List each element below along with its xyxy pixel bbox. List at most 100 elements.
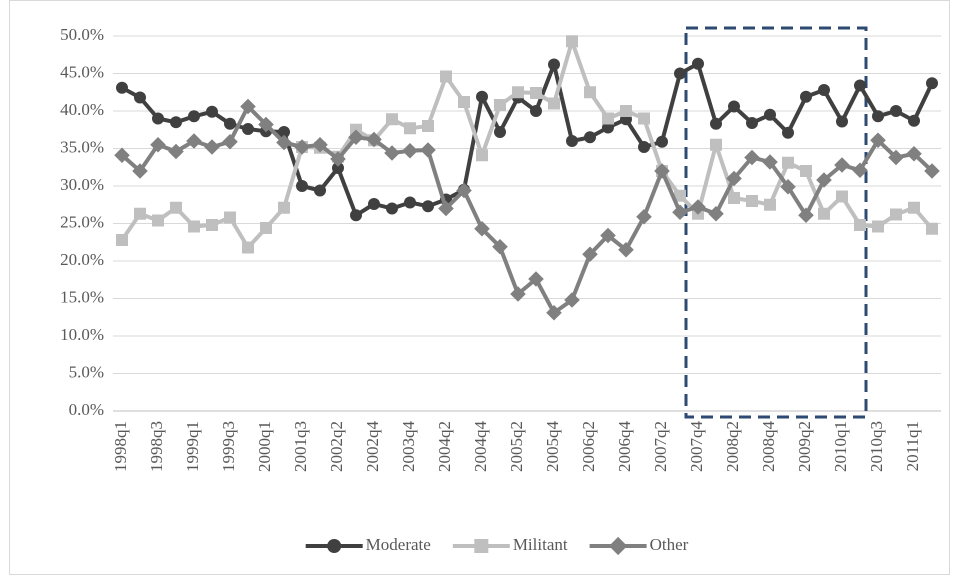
data-point: [402, 142, 418, 159]
data-point: [134, 207, 146, 220]
data-point: [204, 139, 220, 155]
data-point: [242, 123, 254, 135]
data-point: [764, 198, 776, 211]
x-tick-label: 2011q1: [903, 421, 922, 471]
data-point: [188, 110, 200, 123]
data-point: [620, 105, 632, 117]
data-point: [870, 132, 886, 149]
data-point: [800, 165, 812, 177]
data-point: [168, 143, 184, 160]
data-point: [672, 204, 688, 221]
data-point: [674, 189, 686, 202]
data-point: [510, 286, 526, 302]
x-tick-label: 2005q4: [543, 421, 562, 473]
data-point: [818, 207, 830, 220]
legend: Moderate Militant Other: [305, 535, 689, 556]
data-point: [222, 133, 238, 150]
data-point: [404, 122, 416, 135]
data-point: [312, 136, 328, 153]
data-point: [564, 292, 580, 308]
data-point: [816, 172, 832, 188]
data-point: [726, 170, 742, 187]
data-point: [746, 117, 758, 129]
data-point: [134, 91, 146, 104]
data-point: [116, 234, 128, 246]
data-point: [206, 105, 218, 118]
data-point: [404, 196, 416, 209]
y-tick-label: 50.0%: [60, 25, 104, 44]
data-point: [476, 149, 488, 162]
data-point: [908, 201, 920, 214]
data-point: [546, 304, 562, 321]
data-point: [132, 163, 148, 179]
y-tick-label: 35.0%: [60, 137, 104, 156]
data-point: [350, 209, 362, 222]
x-tick-label: 2008q2: [723, 421, 742, 472]
data-point: [584, 131, 596, 144]
data-point: [764, 108, 776, 121]
x-tick-label: 2003q4: [399, 421, 418, 473]
data-point: [888, 149, 904, 166]
x-tick-label: 2004q4: [471, 421, 490, 473]
legend-marker: [327, 539, 342, 553]
data-point: [530, 105, 542, 117]
data-point: [782, 126, 794, 139]
data-point: [422, 120, 434, 132]
data-point: [566, 135, 578, 147]
data-point: [152, 112, 164, 125]
y-tick-label: 5.0%: [69, 362, 104, 381]
data-point: [242, 241, 254, 254]
data-point: [314, 184, 326, 197]
data-point: [170, 116, 182, 129]
y-tick-label: 25.0%: [60, 212, 104, 231]
data-point: [854, 219, 866, 231]
data-point: [798, 207, 814, 224]
data-point: [296, 180, 308, 192]
y-tick-label: 45.0%: [60, 62, 104, 81]
data-point: [528, 271, 544, 287]
data-point: [530, 87, 542, 99]
data-point: [224, 211, 236, 224]
data-point: [186, 133, 202, 149]
data-point: [710, 117, 722, 130]
data-point: [746, 195, 758, 207]
data-point: [852, 162, 868, 179]
x-tick-label: 2000q1: [255, 421, 274, 472]
x-tick-label: 2005q2: [507, 421, 526, 472]
data-point: [638, 112, 650, 125]
data-point: [692, 57, 704, 70]
data-point: [456, 182, 472, 199]
data-point: [872, 220, 884, 233]
data-point: [170, 201, 182, 214]
data-point: [906, 145, 922, 162]
data-point: [728, 100, 740, 113]
data-point: [458, 96, 470, 108]
x-tick-label: 1999q3: [219, 421, 238, 472]
data-point: [584, 86, 596, 99]
data-point: [744, 149, 760, 166]
data-point: [836, 115, 848, 128]
data-point: [386, 113, 398, 126]
data-point: [548, 58, 560, 71]
data-point: [710, 138, 722, 151]
data-point: [330, 151, 346, 167]
data-point: [278, 126, 290, 138]
data-point: [602, 112, 614, 125]
data-point: [224, 117, 236, 130]
data-point: [566, 35, 578, 48]
data-point: [762, 154, 778, 170]
data-point: [188, 220, 200, 233]
x-tick-label: 2004q2: [435, 421, 454, 472]
data-point: [260, 222, 272, 234]
data-point: [494, 126, 506, 138]
data-point: [440, 70, 452, 83]
data-point: [422, 200, 434, 213]
y-tick-label: 20.0%: [60, 250, 104, 269]
y-tick-label: 15.0%: [60, 287, 104, 306]
data-point: [332, 162, 344, 174]
data-point: [474, 220, 490, 237]
data-point: [926, 77, 938, 90]
data-point: [582, 246, 598, 263]
y-tick-label: 10.0%: [60, 325, 104, 344]
